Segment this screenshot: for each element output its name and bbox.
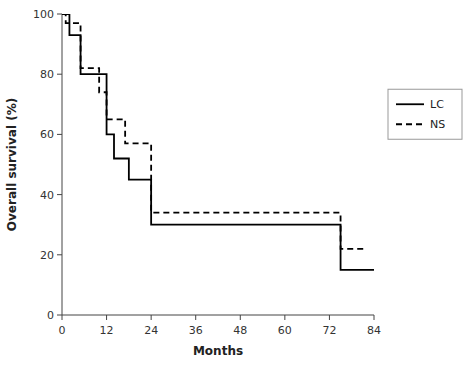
series-line [62, 14, 367, 249]
legend-label: NS [430, 118, 445, 131]
y-tick [57, 254, 62, 255]
y-tick [57, 74, 62, 75]
x-tick-label: 12 [100, 324, 114, 337]
legend-label: LC [430, 98, 444, 111]
legend-swatch [396, 103, 424, 105]
x-tick [284, 315, 285, 320]
y-tick-label: 60 [40, 128, 54, 141]
legend: LC NS [388, 89, 462, 139]
x-tick [329, 315, 330, 320]
x-tick-label: 48 [233, 324, 247, 337]
x-tick [240, 315, 241, 320]
y-tick [57, 134, 62, 135]
y-tick-label: 20 [40, 249, 54, 262]
y-tick-label: 80 [40, 68, 54, 81]
x-tick-label: 60 [278, 324, 292, 337]
x-tick [195, 315, 196, 320]
y-tick-label: 0 [47, 309, 54, 322]
y-tick [57, 14, 62, 15]
y-tick-label: 40 [40, 189, 54, 202]
y-tick-label: 100 [33, 8, 54, 21]
y-tick [57, 194, 62, 195]
x-tick-label: 36 [189, 324, 203, 337]
y-axis-label: Overall survival (%) [5, 98, 19, 231]
plot-area [62, 14, 374, 270]
x-tick [374, 315, 375, 320]
x-tick-label: 84 [367, 324, 381, 337]
x-tick-label: 0 [59, 324, 66, 337]
x-tick-label: 24 [144, 324, 158, 337]
x-tick [62, 315, 63, 320]
y-axis-line [62, 14, 63, 315]
legend-box [388, 89, 462, 139]
x-tick-label: 72 [322, 324, 336, 337]
y-tick [57, 315, 62, 316]
x-axis-line [62, 315, 374, 316]
x-axis-label: Months [193, 344, 243, 358]
chart: 0 12 24 36 48 60 72 84 0 20 40 60 80 100 Months Overall… [0, 0, 474, 367]
x-tick [106, 315, 107, 320]
x-tick [151, 315, 152, 320]
series-line [62, 14, 374, 270]
legend-swatch [396, 123, 424, 125]
